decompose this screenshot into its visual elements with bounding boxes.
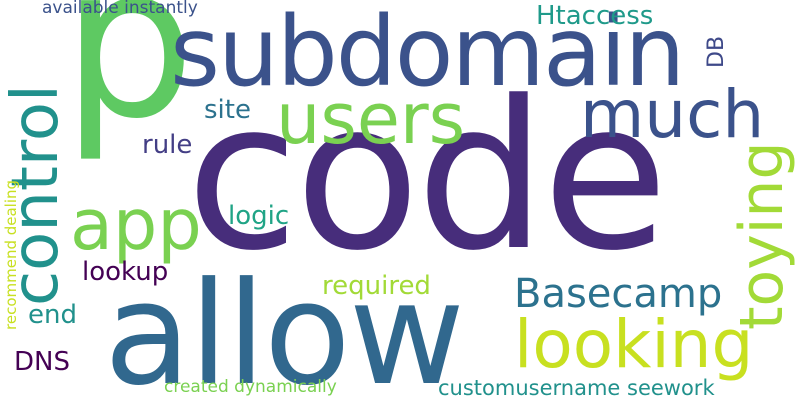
word-site: site [204,95,251,125]
word-end: end [28,300,77,330]
word-app: app [70,184,202,266]
word-customusername-seework: customusername seework [438,376,715,400]
word-p: p [62,0,196,165]
word-recommend-dealing: recommend dealing [2,179,20,330]
word-much: much [580,76,765,153]
word-lookup: lookup [82,257,169,287]
word-subdomain: subdomain [170,0,685,108]
word-dns: DNS [14,347,70,377]
word-basecamp: Basecamp [514,271,723,317]
word-htaccess: Htaccess [536,1,654,31]
word-logic: logic [228,201,290,231]
word-created-dynamically: created dynamically [164,377,337,397]
word-toying: toying [727,141,797,330]
word-rule: rule [142,130,193,160]
word-db: DB [704,35,729,68]
word-allow: allow [104,252,465,400]
word-code: code [186,58,668,296]
word-users: users [276,78,466,160]
word-required: required [322,271,431,301]
word-looking: looking [514,306,754,383]
word-available-instantly: available instantly [42,0,198,18]
